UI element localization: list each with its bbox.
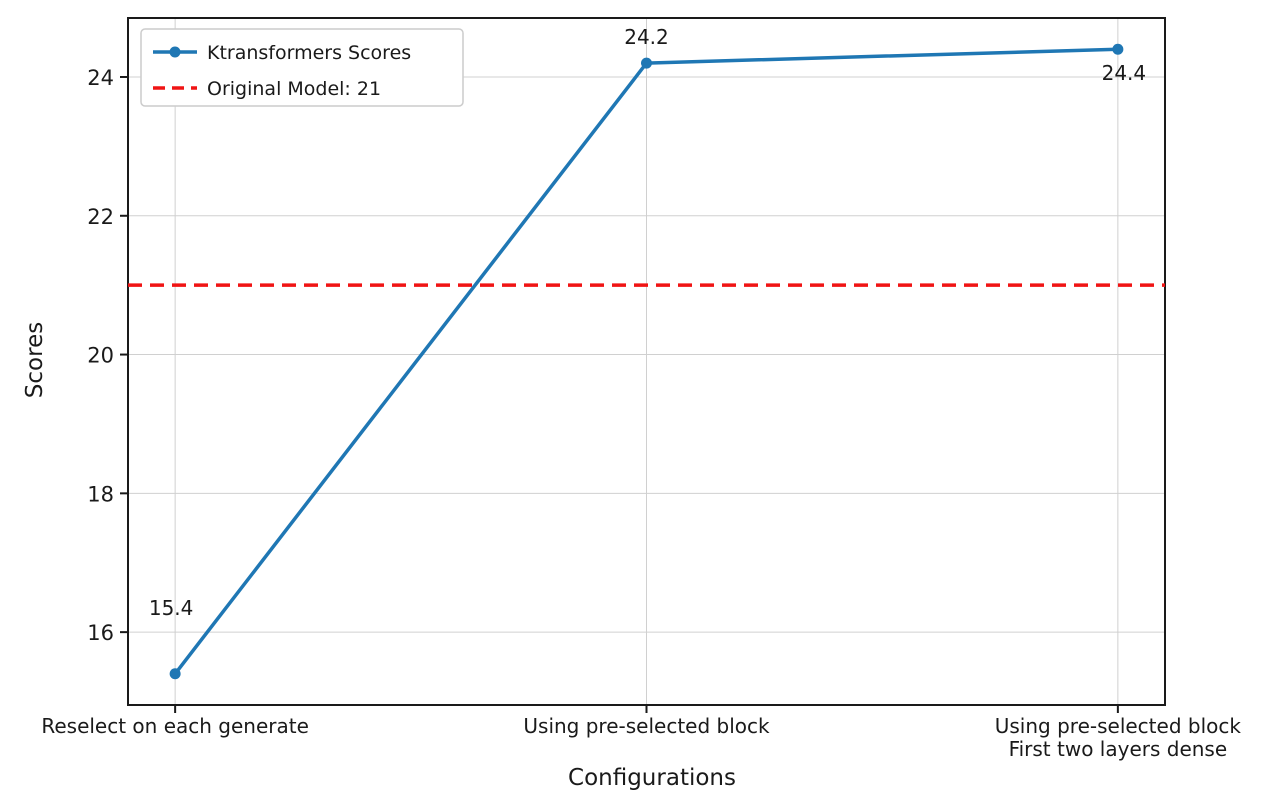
point-value-annotation: 15.4 — [149, 596, 194, 620]
legend-reference-label: Original Model: 21 — [207, 78, 381, 100]
data-point-marker — [1112, 43, 1124, 55]
y-tick-label: 18 — [87, 482, 114, 506]
y-tick-label: 22 — [87, 205, 114, 229]
y-tick-label: 16 — [87, 621, 114, 645]
data-layer — [128, 43, 1165, 680]
data-point-marker — [641, 57, 652, 69]
x-tick-label: Using pre-selected block First two layers… — [995, 714, 1242, 761]
tick-layer: 16 18 20 22 24 Reselect on each generate Using… — [41, 66, 1241, 761]
legend: Ktransformers Scores Original Model: 21 — [140, 28, 464, 107]
y-tick-label: 24 — [87, 66, 114, 90]
legend-series-marker — [169, 46, 181, 58]
legend-series-label: Ktransformers Scores — [207, 42, 411, 64]
x-tick-label: Reselect on each generate — [41, 714, 309, 738]
y-axis-label: Scores — [22, 322, 48, 398]
y-tick-label: 20 — [87, 344, 114, 368]
x-axis-label: Configurations — [568, 765, 736, 791]
data-point-marker — [169, 668, 181, 680]
point-value-annotation: 24.4 — [1102, 61, 1147, 85]
legend-box — [140, 28, 464, 107]
annotation-layer: 15.4 24.2 24.4 — [149, 25, 1146, 620]
point-value-annotation: 24.2 — [624, 25, 669, 49]
x-tick-label: Using pre-selected block — [523, 714, 770, 738]
grid-layer — [128, 18, 1165, 705]
